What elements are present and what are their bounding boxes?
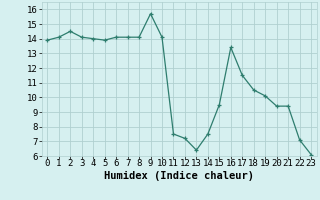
X-axis label: Humidex (Indice chaleur): Humidex (Indice chaleur) xyxy=(104,171,254,181)
